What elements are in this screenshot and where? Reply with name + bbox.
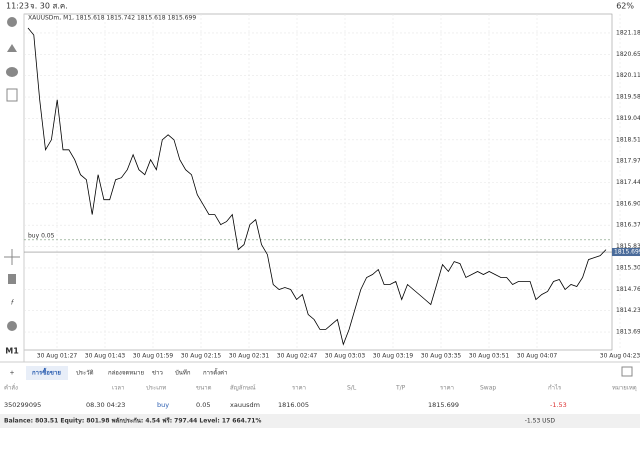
x-tick-label: 30 Aug 02:31 [229,353,270,360]
y-tick-label: 1814.230 [616,307,640,314]
table-header: ราคา [292,385,306,392]
price-line-series [27,27,607,346]
status-date: จ. 30 ส.ค. [30,2,68,11]
chart-title: XAUUSDm, M1, 1815.618 1815.742 1815.618 … [28,15,196,22]
order-label: buy 0.05 [28,232,55,239]
y-tick-label: 1820.115 [616,72,640,79]
icon-add-doc[interactable] [6,88,18,102]
x-tick-label: 30 Aug 01:27 [37,353,78,360]
timeframe[interactable]: M1 [5,347,19,356]
table-header: Swap [480,385,496,392]
table-cell: xauusdm [230,401,260,409]
price-tag-label: 1815.699 [614,249,640,256]
status-battery: 62% [616,2,634,11]
y-tick-label: 1817.440 [616,179,640,186]
table-cell: 08.30 04:23 [86,401,125,409]
y-tick-label: 1819.045 [616,115,640,122]
balance-bar [0,414,640,428]
y-tick-label: 1813.695 [616,329,640,336]
icon-window[interactable] [621,366,633,377]
tab[interactable]: การซื้อขาย [32,367,61,377]
tab[interactable]: กล่องจดหมาย [108,370,144,377]
y-tick-label: 1817.975 [616,158,640,165]
active-tab-bg [26,366,68,380]
table-header: หมายเหตุ [612,385,637,392]
toolbar-icons: f [4,17,20,331]
icon-crosshair[interactable] [4,249,20,265]
y-tick-label: 1814.765 [616,286,640,293]
table-header: T/P [395,385,406,392]
x-tick-label: 30 Aug 04:07 [517,353,558,360]
y-tick-label: 1815.300 [616,264,640,271]
y-tick-label: 1816.370 [616,222,640,229]
table-header: ขนาด [196,385,212,392]
icon-candles[interactable] [8,274,16,284]
x-tick-label: 30 Aug 04:23 [600,353,640,360]
x-tick-label: 30 Aug 03:19 [373,353,414,360]
table-cell: 350299095 [4,401,41,409]
tab[interactable]: ข่าว [152,370,163,377]
tab[interactable]: การตั้งค่า [203,367,227,377]
table-header: คำสั่ง [4,384,18,392]
x-tick-label: 30 Aug 03:03 [325,353,366,360]
y-tick-label: 1820.650 [616,51,640,58]
y-tick-label: 1816.905 [616,200,640,207]
table-header: เวลา [112,385,124,392]
table-cell: buy [157,401,169,409]
y-tick-label: 1821.185 [616,29,640,36]
table-cell: 1816.005 [278,401,309,409]
table-header: กำไร [548,384,562,392]
icon-trade[interactable] [7,44,17,52]
x-tick-label: 30 Aug 02:15 [181,353,222,360]
tab[interactable]: บันทึก [175,370,191,377]
y-tick-label: 1818.510 [616,136,640,143]
icon-chat[interactable] [6,67,18,77]
x-tick-label: 30 Aug 03:51 [469,353,510,360]
table-header: S/L [347,385,357,392]
table-cell: 0.05 [196,401,210,409]
x-tick-label: 30 Aug 02:47 [277,353,318,360]
icon-indicator[interactable]: f [11,300,14,307]
table-cell: -1.53 [550,401,567,409]
x-tick-label: 30 Aug 01:59 [133,353,174,360]
y-tick-label: 1819.580 [616,94,640,101]
price-tag [612,248,640,257]
table-header: ประเภท [146,385,166,392]
table-cell: 1815.699 [428,401,459,409]
balance-text: Balance: 803.51 Equity: 801.98 พลักประกั… [4,417,261,425]
icon-objects[interactable] [7,321,17,331]
y-tick-label: 1815.835 [616,243,640,250]
table-header: ราคา [440,385,454,392]
table-header: สัญลักษณ์ [230,384,256,392]
icon-account[interactable] [7,17,17,27]
x-tick-label: 30 Aug 03:35 [421,353,462,360]
status-time: 11:23 [6,2,29,11]
balance-profit: -1.53 USD [525,418,556,425]
tab[interactable]: ประวัติ [76,370,94,377]
x-tick-label: 30 Aug 01:43 [85,353,126,360]
add-button[interactable]: + [9,370,14,377]
